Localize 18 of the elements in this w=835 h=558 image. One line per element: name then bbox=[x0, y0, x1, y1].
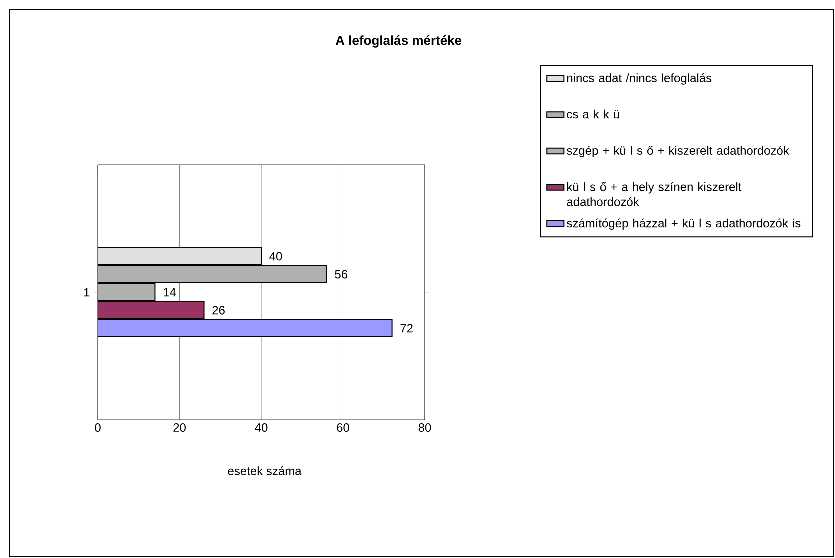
x-tick-label: 40 bbox=[255, 424, 268, 432]
legend-label: nincs adat /nincs lefoglalás bbox=[567, 74, 712, 85]
legend-label: cs a k k ü bbox=[567, 110, 620, 119]
x-tick-label: 60 bbox=[337, 424, 350, 432]
x-tick-label: 0 bbox=[95, 424, 101, 432]
x-tick-label: 80 bbox=[418, 424, 432, 432]
legend-label: számítógép házzal + kü l s adathordozók is bbox=[567, 218, 801, 230]
data-label: 14 bbox=[164, 288, 176, 297]
x-axis-title: esetek száma bbox=[228, 466, 302, 476]
y-tick-label: 1 bbox=[84, 288, 90, 297]
chart-title: A lefoglalás mértéke bbox=[336, 36, 462, 48]
x-tick-label: 20 bbox=[174, 424, 186, 432]
data-label: 56 bbox=[335, 270, 348, 279]
data-label: 40 bbox=[270, 252, 282, 261]
data-label: 72 bbox=[400, 324, 413, 333]
data-label: 26 bbox=[212, 306, 225, 315]
legend-label: szgép + kü l s ő + kiszerelt adathordozók bbox=[567, 146, 790, 158]
legend-label: kü l s ő + a hely színen kiszerelt adathordozók bbox=[567, 182, 742, 206]
